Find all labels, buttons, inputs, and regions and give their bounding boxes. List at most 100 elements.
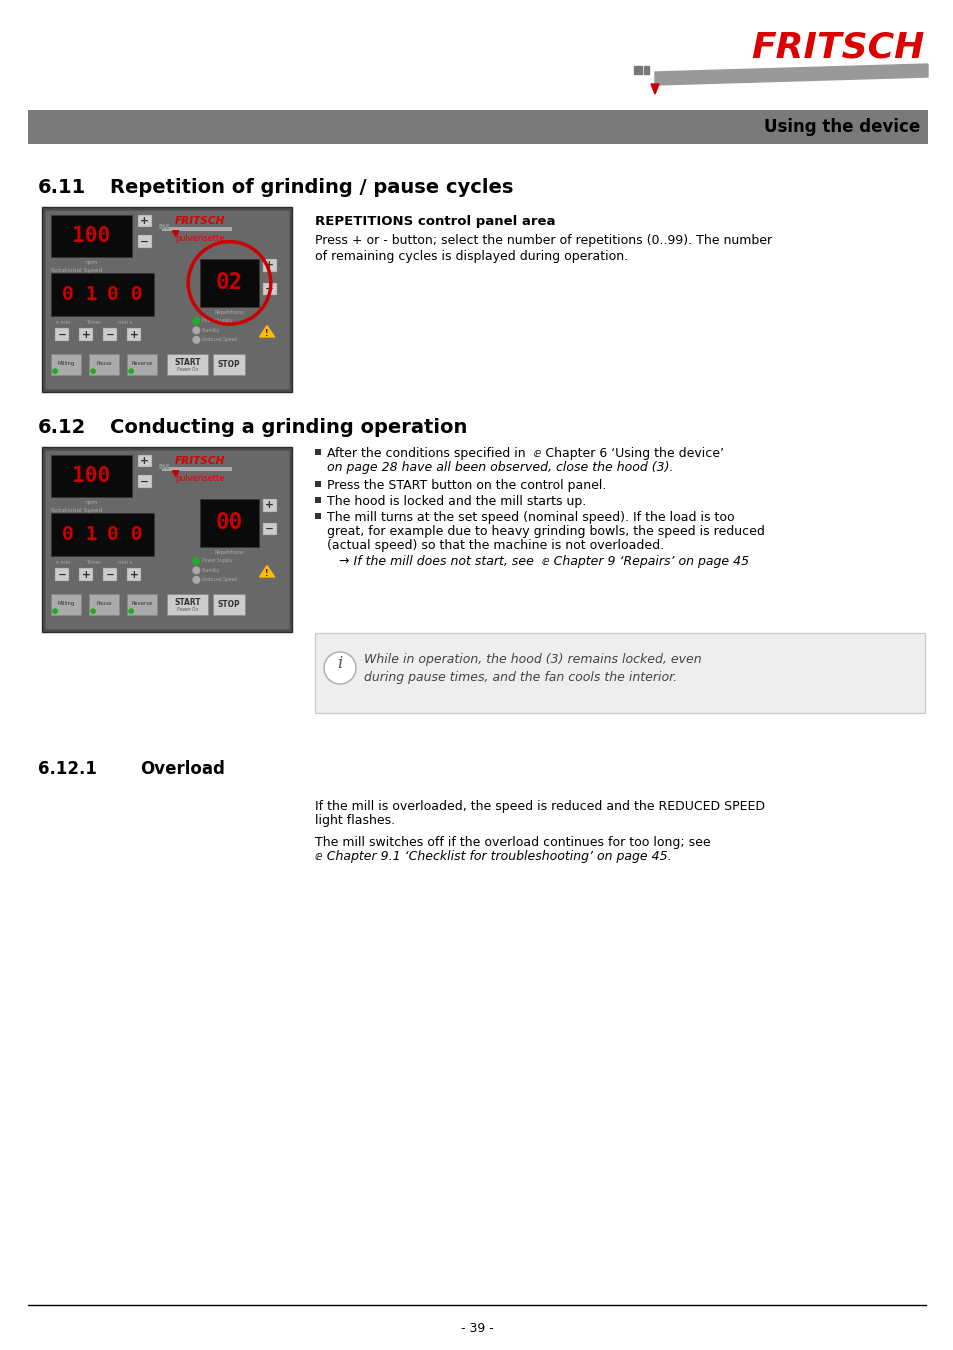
Text: −: − bbox=[58, 329, 67, 340]
Text: Repetition of grinding / pause cycles: Repetition of grinding / pause cycles bbox=[110, 178, 513, 197]
Text: Reverse: Reverse bbox=[132, 601, 152, 606]
Text: 0 1: 0 1 bbox=[62, 525, 97, 544]
Text: s min: s min bbox=[56, 560, 71, 564]
Text: → If the mill does not start, see  ⅇ Chapter 9 ‘Repairs’ on page 45: → If the mill does not start, see ⅇ Chap… bbox=[327, 555, 748, 568]
Text: −: − bbox=[106, 570, 114, 579]
Bar bbox=[634, 66, 641, 74]
Text: ⅇ Chapter 9.1 ‘Checklist for troubleshooting’ on page 45.: ⅇ Chapter 9.1 ‘Checklist for troubleshoo… bbox=[314, 850, 671, 863]
Text: i: i bbox=[337, 656, 342, 672]
Polygon shape bbox=[172, 231, 179, 236]
Bar bbox=[137, 235, 152, 248]
Bar bbox=[89, 354, 119, 375]
Text: −: − bbox=[140, 236, 149, 247]
Bar bbox=[127, 328, 141, 340]
Text: The mill turns at the set speed (nominal speed). If the load is too: The mill turns at the set speed (nominal… bbox=[327, 512, 734, 524]
Circle shape bbox=[52, 369, 57, 374]
Text: +: + bbox=[265, 501, 274, 510]
Text: Power Supply: Power Supply bbox=[202, 319, 232, 324]
Bar bbox=[127, 594, 157, 614]
Text: pulverisette: pulverisette bbox=[174, 474, 224, 483]
Text: 6.11: 6.11 bbox=[38, 178, 86, 197]
Text: Using the device: Using the device bbox=[763, 117, 919, 136]
Text: rpm: rpm bbox=[86, 500, 97, 505]
Text: Press + or - button; select the number of repetitions (0..99). The number: Press + or - button; select the number o… bbox=[314, 234, 771, 247]
Text: Standby: Standby bbox=[202, 328, 220, 333]
Text: If the mill is overloaded, the speed is reduced and the REDUCED SPEED: If the mill is overloaded, the speed is … bbox=[314, 801, 764, 813]
Bar bbox=[314, 513, 320, 518]
Circle shape bbox=[193, 576, 199, 583]
Text: of remaining cycles is displayed during operation.: of remaining cycles is displayed during … bbox=[314, 250, 627, 263]
Text: Repetitions: Repetitions bbox=[214, 310, 244, 316]
Text: great, for example due to heavy grinding bowls, the speed is reduced: great, for example due to heavy grinding… bbox=[327, 525, 764, 539]
Bar bbox=[79, 568, 93, 580]
Text: Power On: Power On bbox=[177, 367, 198, 371]
Text: pulverisette: pulverisette bbox=[174, 234, 224, 243]
Bar bbox=[167, 354, 208, 375]
Bar bbox=[314, 633, 924, 713]
Text: START: START bbox=[174, 598, 201, 608]
Bar bbox=[103, 328, 117, 340]
Bar bbox=[262, 259, 276, 271]
Bar bbox=[166, 464, 169, 468]
Bar bbox=[28, 109, 927, 144]
Text: START: START bbox=[174, 358, 201, 367]
Bar bbox=[159, 224, 165, 228]
Text: 6.12: 6.12 bbox=[38, 418, 86, 437]
Text: !: ! bbox=[265, 568, 269, 578]
Text: Pause: Pause bbox=[96, 360, 112, 366]
Text: 0 0: 0 0 bbox=[107, 285, 143, 304]
Bar bbox=[262, 500, 276, 512]
Bar bbox=[161, 227, 232, 231]
Text: 0 1: 0 1 bbox=[62, 285, 97, 304]
Bar bbox=[51, 455, 132, 497]
Text: The mill switches off if the overload continues for too long; see: The mill switches off if the overload co… bbox=[314, 836, 710, 849]
Bar bbox=[199, 259, 259, 306]
Text: −: − bbox=[58, 570, 67, 579]
Text: Repetitions: Repetitions bbox=[214, 551, 244, 555]
Text: 100: 100 bbox=[72, 466, 111, 486]
Bar bbox=[159, 464, 165, 468]
Text: !: ! bbox=[265, 328, 269, 338]
Bar bbox=[42, 207, 292, 392]
Bar bbox=[166, 224, 169, 228]
Polygon shape bbox=[650, 84, 659, 95]
Text: Timer: Timer bbox=[87, 560, 102, 564]
Text: STOP: STOP bbox=[217, 360, 240, 369]
Text: Reduced Speed: Reduced Speed bbox=[202, 338, 236, 343]
Text: REPETITIONS control panel area: REPETITIONS control panel area bbox=[314, 215, 555, 228]
Bar bbox=[314, 497, 320, 504]
Text: After the conditions specified in  ⅇ Chapter 6 ‘Using the device’: After the conditions specified in ⅇ Chap… bbox=[327, 447, 723, 460]
Bar bbox=[79, 328, 93, 340]
Text: on page 28 have all been observed, close the hood (3).: on page 28 have all been observed, close… bbox=[327, 460, 673, 474]
Circle shape bbox=[193, 317, 199, 324]
Text: (actual speed) so that the machine is not overloaded.: (actual speed) so that the machine is no… bbox=[327, 539, 663, 552]
Text: +: + bbox=[82, 570, 91, 579]
Circle shape bbox=[193, 558, 199, 564]
Circle shape bbox=[52, 609, 57, 613]
Bar bbox=[161, 467, 232, 471]
Bar bbox=[213, 354, 245, 375]
Bar bbox=[314, 450, 320, 455]
Text: −: − bbox=[140, 477, 149, 486]
Text: min s: min s bbox=[117, 320, 132, 325]
Text: Milling: Milling bbox=[57, 601, 74, 606]
Bar bbox=[137, 455, 152, 467]
Polygon shape bbox=[259, 566, 274, 576]
Bar bbox=[213, 594, 245, 614]
Bar bbox=[51, 274, 153, 316]
Text: STOP: STOP bbox=[217, 599, 240, 609]
Text: Standby: Standby bbox=[202, 568, 220, 572]
Bar bbox=[42, 447, 292, 632]
Polygon shape bbox=[259, 325, 274, 338]
Bar bbox=[51, 215, 132, 258]
Text: rpm: rpm bbox=[86, 261, 97, 265]
Text: Press the START button on the control panel.: Press the START button on the control pa… bbox=[327, 479, 606, 491]
Bar bbox=[167, 594, 208, 614]
Text: Timer: Timer bbox=[87, 320, 102, 325]
Text: light flashes.: light flashes. bbox=[314, 814, 395, 828]
Text: 6.12.1: 6.12.1 bbox=[38, 760, 97, 778]
Text: during pause times, and the fan cools the interior.: during pause times, and the fan cools th… bbox=[364, 671, 677, 684]
Text: +: + bbox=[140, 456, 149, 466]
Bar bbox=[643, 66, 648, 74]
Bar bbox=[45, 450, 289, 629]
